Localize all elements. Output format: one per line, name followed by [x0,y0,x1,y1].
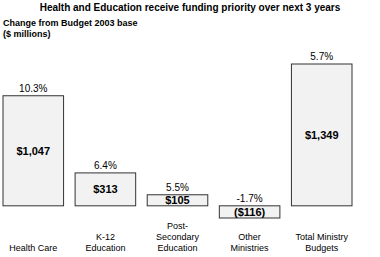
bar [75,173,136,206]
category-label-line: Education [85,243,125,253]
subtitle-line: ($ millions) [3,29,51,39]
bar [219,206,280,218]
percentage-label: -1.7% [237,193,263,204]
category-label-line: Education [157,243,197,253]
bar [147,195,208,206]
category-label: Total MinistryBudgets [295,232,348,253]
labels: $1,047 10.3% $313 6.4% $1055.5% ($116) -1.7% $1… [9,51,348,253]
category-label-line: K-12 [96,232,115,242]
category-label-line: Ministries [231,243,270,253]
chart: Health and Education receive funding pri… [0,0,380,257]
category-label-line: Budgets [305,243,339,253]
category-label-line: Total Ministry [295,232,348,242]
title: Health and Education receive funding pri… [40,2,341,13]
value-label: $1,349 [305,129,339,141]
percentage-label: 10.3% [19,83,47,94]
value-label: $1,047 [16,145,50,157]
bars [3,64,352,218]
category-label-line: Other [238,232,261,242]
category-label: OtherMinistries [231,232,270,253]
category-label: Health Care [9,243,57,253]
percentage-label: 6.4% [94,160,117,171]
value-label: $313 [93,183,117,195]
subtitle: Change from Budget 2003 base($ millions) [3,18,138,39]
percentage-label: 5.5% [166,182,189,193]
subtitle-line: Change from Budget 2003 base [3,18,138,28]
category-label: Post-SecondaryEducation [156,221,200,253]
bar [3,96,64,206]
bar [291,64,352,206]
category-label: K-12Education [85,232,125,253]
value-label: $105 [165,194,189,206]
percentage-label: 5.7% [310,51,333,62]
category-label-line: Post- [167,221,188,231]
category-label-line: Health Care [9,243,57,253]
value-label: ($116) [234,206,266,218]
category-label-line: Secondary [156,232,200,242]
